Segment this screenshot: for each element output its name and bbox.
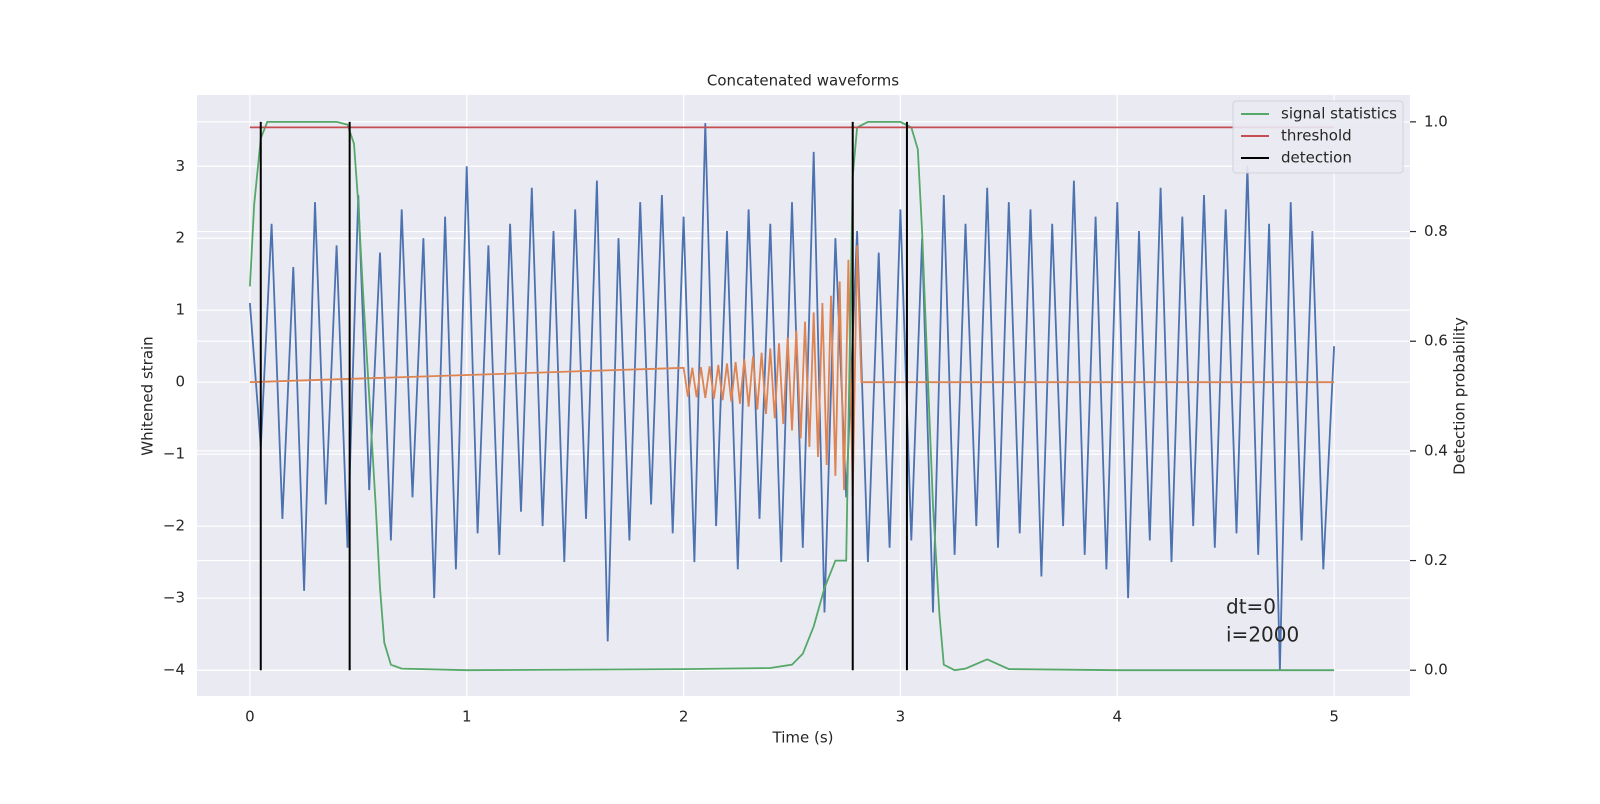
x-tick-label: 0 — [245, 708, 255, 726]
y2-tick-label: 0.4 — [1424, 441, 1448, 459]
plot-area — [197, 95, 1410, 696]
x-tick-label: 3 — [896, 708, 906, 726]
y-tick-label: 2 — [175, 229, 185, 247]
chart-title: Concatenated waveforms — [707, 72, 899, 90]
legend-box — [1232, 100, 1404, 174]
legend-label: signal statistics — [1281, 105, 1397, 123]
y-tick-label: 3 — [175, 157, 185, 175]
y2-tick-label: 1.0 — [1424, 112, 1448, 130]
x-axis-label: Time (s) — [772, 729, 834, 747]
y2-tick-label: 0.0 — [1424, 661, 1448, 679]
series-line — [249, 123, 1335, 671]
y2-axis-label: Detection probability — [1451, 317, 1469, 475]
annotation: dt=0 — [1226, 595, 1276, 619]
y-tick-label: −3 — [163, 589, 185, 607]
y-tick-label: −2 — [163, 517, 185, 535]
annotation: i=2000 — [1226, 623, 1299, 647]
y-tick-label: −1 — [163, 445, 185, 463]
y2-tick-label: 0.2 — [1424, 551, 1448, 569]
y2-tick-label: 0.8 — [1424, 222, 1448, 240]
y-tick-label: 1 — [175, 301, 185, 319]
x-tick-label: 2 — [679, 708, 689, 726]
legend-label: threshold — [1281, 127, 1352, 145]
y-axis-label: Whitened strain — [139, 336, 157, 455]
legend-label: detection — [1281, 149, 1352, 167]
y-tick-label: −4 — [163, 661, 185, 679]
y2-tick-label: 0.6 — [1424, 332, 1448, 350]
x-tick-label: 5 — [1329, 708, 1339, 726]
x-tick-label: 4 — [1112, 708, 1122, 726]
x-tick-label: 1 — [462, 708, 472, 726]
y-tick-label: 0 — [175, 373, 185, 391]
series-line — [249, 245, 1335, 498]
